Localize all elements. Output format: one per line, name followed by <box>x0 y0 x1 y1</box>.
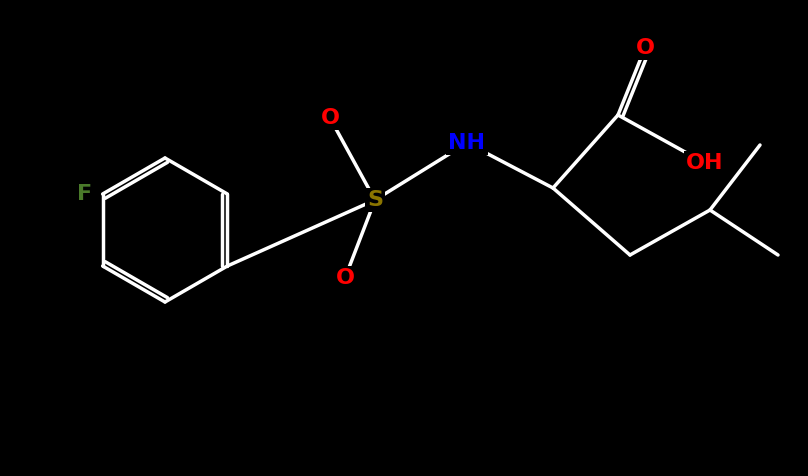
Text: OH: OH <box>686 153 724 173</box>
Text: NH: NH <box>448 133 486 153</box>
Text: O: O <box>335 268 355 288</box>
Text: S: S <box>367 190 383 210</box>
Text: O: O <box>321 108 339 128</box>
Text: O: O <box>636 38 654 58</box>
Text: F: F <box>77 184 92 204</box>
